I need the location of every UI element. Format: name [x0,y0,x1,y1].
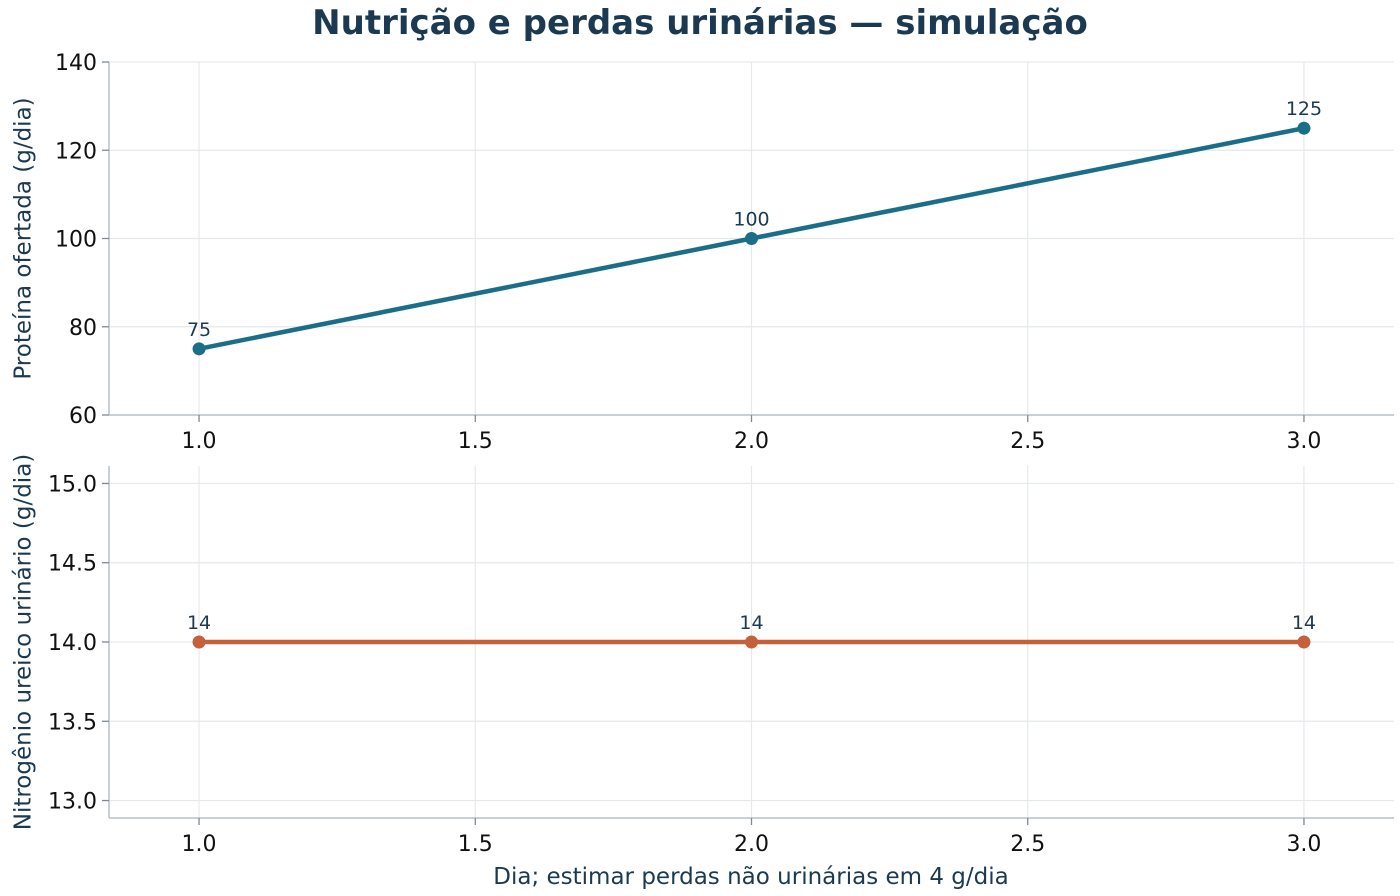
chart-panels: 60 80 100 120 140 1.0 1.5 2.0 2.5 3.0 Proteína ofe… [11,51,1394,857]
y-tick-label: 13.5 [48,710,97,735]
data-point [192,635,206,649]
y-tick-label: 100 [55,228,97,253]
data-label: 75 [187,319,211,341]
x-tick-label: 2.0 [734,832,769,857]
x-tick-label: 1.5 [458,832,493,857]
y-tick-label: 120 [55,139,97,164]
data-point [745,232,758,245]
panel-2: 13.0 13.5 14.0 14.5 15.0 1.0 1.5 2.0 2.5 3.0 Nitro… [11,454,1394,857]
y-tick-label: 14.0 [48,631,97,656]
x-tick-label: 3.0 [1286,429,1321,454]
data-label: 14 [1292,612,1316,634]
y-tick-label: 13.0 [48,790,97,815]
x-tick-label: 1.0 [182,429,217,454]
x-tick-label: 2.5 [1010,832,1045,857]
data-label: 14 [187,612,211,634]
y-tick-label: 14.5 [48,552,97,577]
data-label: 14 [739,612,763,634]
y-tick-label: 80 [69,316,97,341]
data-point [192,342,206,356]
data-point [1297,121,1311,135]
panel-1: 60 80 100 120 140 1.0 1.5 2.0 2.5 3.0 Proteína ofe… [11,51,1394,454]
y-axis-label: Proteína ofertada (g/dia) [11,97,37,379]
x-tick-label: 3.0 [1286,832,1321,857]
x-tick-label: 2.5 [1010,429,1045,454]
data-point [1297,635,1311,649]
y-tick-label: 15.0 [48,472,97,497]
chart-title: Nutrição e perdas urinárias — simulação [312,3,1088,43]
x-tick-label: 2.0 [734,429,769,454]
y-tick-label: 140 [55,51,97,76]
x-tick-label: 1.0 [182,832,217,857]
x-tick-label: 1.5 [458,429,493,454]
data-label: 100 [733,209,769,231]
data-label: 125 [1286,98,1322,120]
data-point [745,635,758,649]
y-tick-label: 60 [69,404,97,429]
x-axis-label: Dia; estimar perdas não urinárias em 4 g… [493,864,1008,890]
y-axis-label: Nitrogênio ureico urinário (g/dia) [11,454,37,831]
